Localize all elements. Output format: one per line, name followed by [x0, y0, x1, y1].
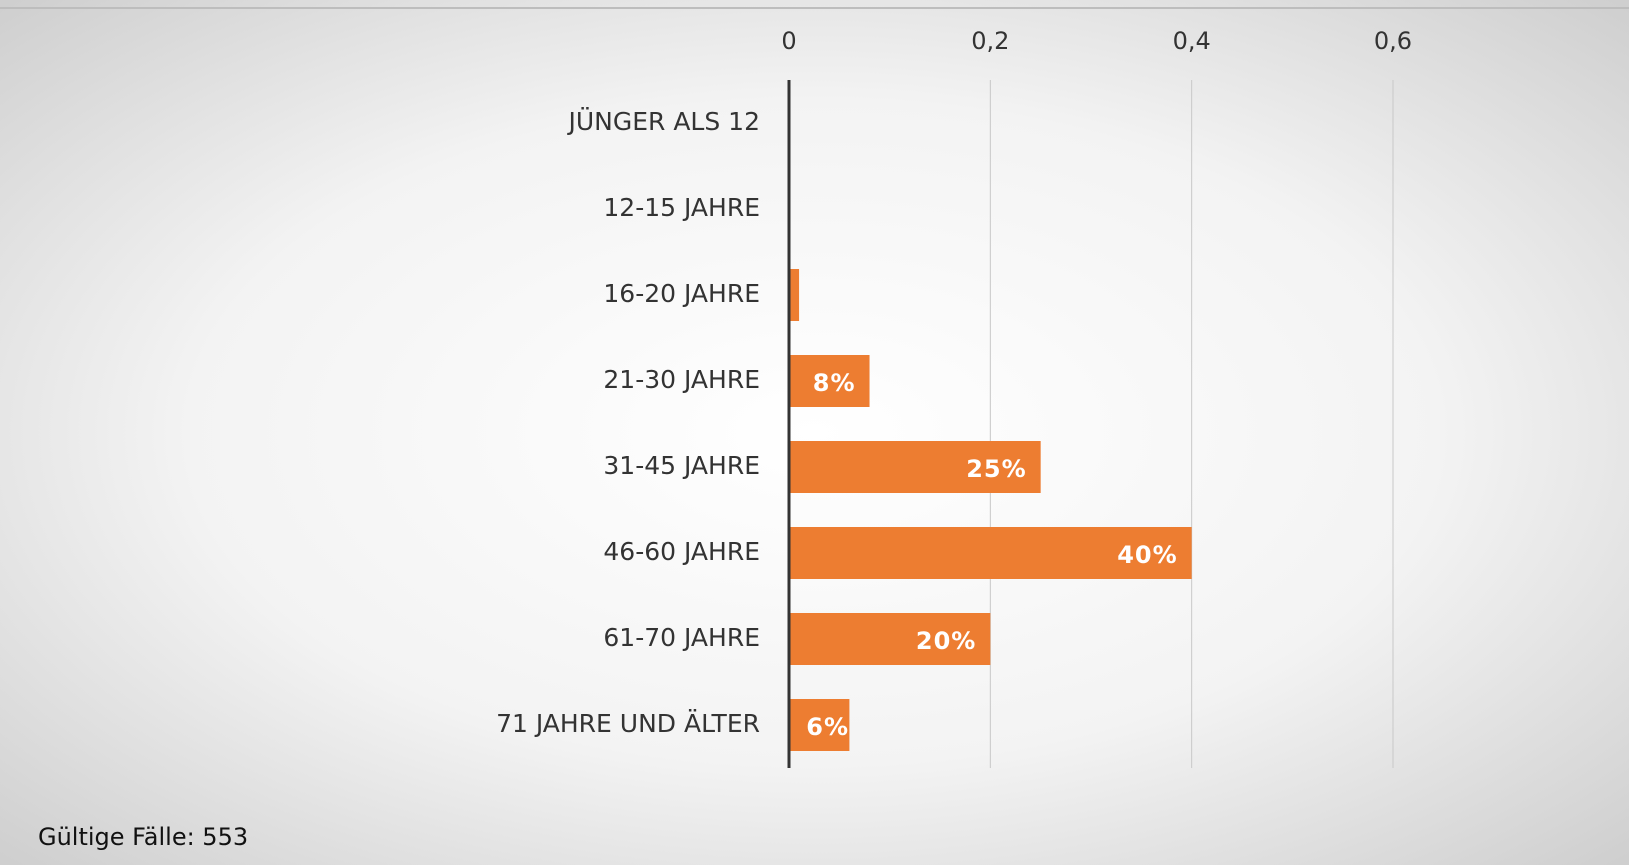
bar	[789, 355, 870, 407]
x-tick-label: 0,2	[971, 27, 1009, 55]
y-tick-label: 12-15 JAHRE	[603, 193, 760, 222]
bar	[789, 699, 850, 751]
y-tick-label: 16-20 JAHRE	[603, 279, 760, 308]
y-tick-label: JÜNGER ALS 12	[566, 107, 760, 136]
bar	[789, 613, 991, 665]
data-label: 40%	[1117, 541, 1177, 569]
data-label: 20%	[916, 627, 976, 655]
x-tick-label: 0	[781, 27, 796, 55]
bar	[789, 527, 1192, 579]
y-tick-label: 21-30 JAHRE	[603, 365, 760, 394]
data-label: 8%	[813, 369, 856, 397]
data-label: 25%	[966, 455, 1026, 483]
y-tick-label: 31-45 JAHRE	[603, 451, 760, 480]
footnote: Gültige Fälle: 553	[38, 823, 248, 851]
x-tick-label: 0,4	[1173, 27, 1211, 55]
y-tick-label: 61-70 JAHRE	[603, 623, 760, 652]
bar	[789, 441, 1041, 493]
data-label: 6%	[806, 713, 849, 741]
x-tick-label: 0,6	[1374, 27, 1412, 55]
y-tick-label: 71 JAHRE UND ÄLTER	[496, 709, 760, 738]
y-tick-label: 46-60 JAHRE	[603, 537, 760, 566]
bar	[789, 269, 800, 321]
